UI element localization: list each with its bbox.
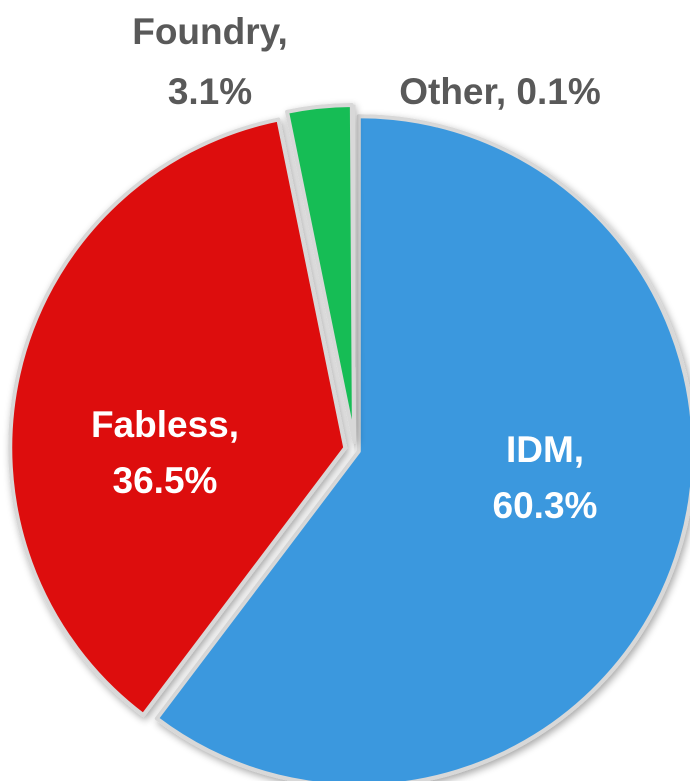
pie-slice-idm xyxy=(154,114,690,781)
pie-slices xyxy=(8,103,690,781)
data-label-fabless-value: 36.5% xyxy=(113,460,218,501)
pie-slice-fabless xyxy=(8,117,348,718)
pie-slice-foundry xyxy=(285,103,356,443)
data-label-foundry-name: Foundry, xyxy=(132,11,288,52)
data-label-foundry-value: 3.1% xyxy=(168,71,252,112)
data-label-idm-name: IDM, xyxy=(506,429,584,470)
data-label-idm-value: 60.3% xyxy=(493,485,598,526)
pie-slice-other xyxy=(350,105,357,444)
pie-labels: IDM, 60.3% Fabless, 36.5% Foundry, 3.1% Other,… xyxy=(91,11,601,526)
data-label-fabless-name: Fabless, xyxy=(91,404,239,445)
data-label-other-name: Other, 0.1% xyxy=(399,71,601,112)
